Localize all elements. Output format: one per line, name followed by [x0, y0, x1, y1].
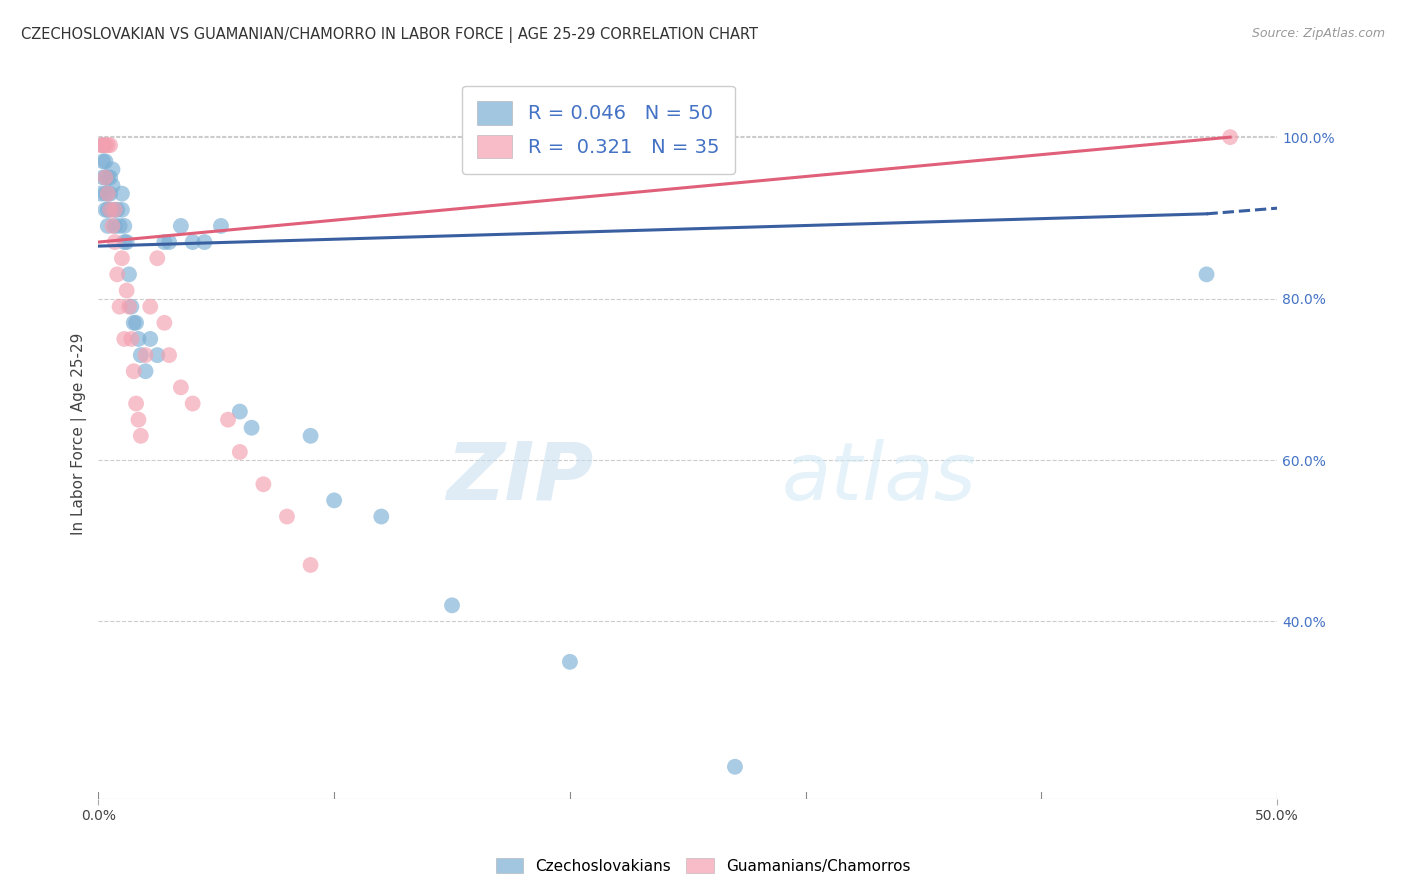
Point — [91, 138, 114, 153]
Point — [112, 219, 135, 233]
Point — [157, 235, 180, 249]
Point — [105, 202, 128, 217]
Point — [217, 412, 239, 426]
Point — [104, 202, 127, 217]
Point — [157, 348, 180, 362]
Point — [115, 284, 138, 298]
Point — [153, 316, 176, 330]
Point — [724, 760, 747, 774]
Point — [125, 316, 148, 330]
Point — [91, 138, 114, 153]
Text: CZECHOSLOVAKIAN VS GUAMANIAN/CHAMORRO IN LABOR FORCE | AGE 25-29 CORRELATION CHA: CZECHOSLOVAKIAN VS GUAMANIAN/CHAMORRO IN… — [21, 27, 758, 43]
Point — [94, 202, 117, 217]
Point — [108, 300, 131, 314]
Point — [370, 509, 392, 524]
Point — [98, 138, 121, 153]
Point — [181, 235, 204, 249]
Point — [94, 154, 117, 169]
Point — [134, 364, 156, 378]
Text: ZIP: ZIP — [446, 439, 593, 516]
Point — [98, 170, 121, 185]
Point — [104, 202, 127, 217]
Point — [98, 202, 121, 217]
Point — [276, 509, 298, 524]
Point — [101, 178, 124, 193]
Point — [129, 429, 152, 443]
Point — [97, 186, 120, 201]
Point — [108, 219, 131, 233]
Point — [153, 235, 176, 249]
Point — [112, 332, 135, 346]
Point — [323, 493, 346, 508]
Point — [97, 138, 120, 153]
Point — [122, 364, 145, 378]
Point — [104, 235, 127, 249]
Point — [170, 219, 193, 233]
Point — [139, 332, 162, 346]
Point — [122, 316, 145, 330]
Point — [97, 170, 120, 185]
Point — [129, 348, 152, 362]
Point — [181, 396, 204, 410]
Point — [98, 202, 121, 217]
Point — [299, 558, 322, 572]
Text: Source: ZipAtlas.com: Source: ZipAtlas.com — [1251, 27, 1385, 40]
Point — [90, 186, 112, 201]
Point — [127, 332, 149, 346]
Point — [91, 154, 114, 169]
Point — [101, 162, 124, 177]
Point — [97, 219, 120, 233]
Legend: R = 0.046   N = 50, R =  0.321   N = 35: R = 0.046 N = 50, R = 0.321 N = 35 — [461, 86, 735, 174]
Point — [252, 477, 274, 491]
Point — [111, 251, 134, 265]
Legend: Czechoslovakians, Guamanians/Chamorros: Czechoslovakians, Guamanians/Chamorros — [489, 852, 917, 880]
Point — [127, 412, 149, 426]
Point — [97, 186, 120, 201]
Point — [299, 429, 322, 443]
Point — [91, 170, 114, 185]
Point — [229, 445, 252, 459]
Point — [146, 348, 169, 362]
Point — [94, 186, 117, 201]
Point — [558, 655, 581, 669]
Point — [101, 219, 124, 233]
Point — [240, 421, 263, 435]
Point — [1195, 268, 1218, 282]
Point — [94, 170, 117, 185]
Point — [111, 186, 134, 201]
Text: atlas: atlas — [782, 439, 977, 516]
Point — [112, 235, 135, 249]
Point — [120, 332, 142, 346]
Point — [94, 138, 117, 153]
Point — [1219, 130, 1241, 145]
Point — [134, 348, 156, 362]
Point — [90, 138, 112, 153]
Point — [229, 404, 252, 418]
Point — [440, 599, 463, 613]
Point — [125, 396, 148, 410]
Point — [111, 202, 134, 217]
Point — [146, 251, 169, 265]
Point — [104, 219, 127, 233]
Point — [105, 268, 128, 282]
Point — [139, 300, 162, 314]
Point — [193, 235, 215, 249]
Point — [115, 235, 138, 249]
Point — [209, 219, 232, 233]
Point — [120, 300, 142, 314]
Y-axis label: In Labor Force | Age 25-29: In Labor Force | Age 25-29 — [72, 333, 87, 535]
Point — [118, 268, 141, 282]
Point — [118, 300, 141, 314]
Point — [98, 186, 121, 201]
Point — [170, 380, 193, 394]
Point — [94, 170, 117, 185]
Point — [97, 202, 120, 217]
